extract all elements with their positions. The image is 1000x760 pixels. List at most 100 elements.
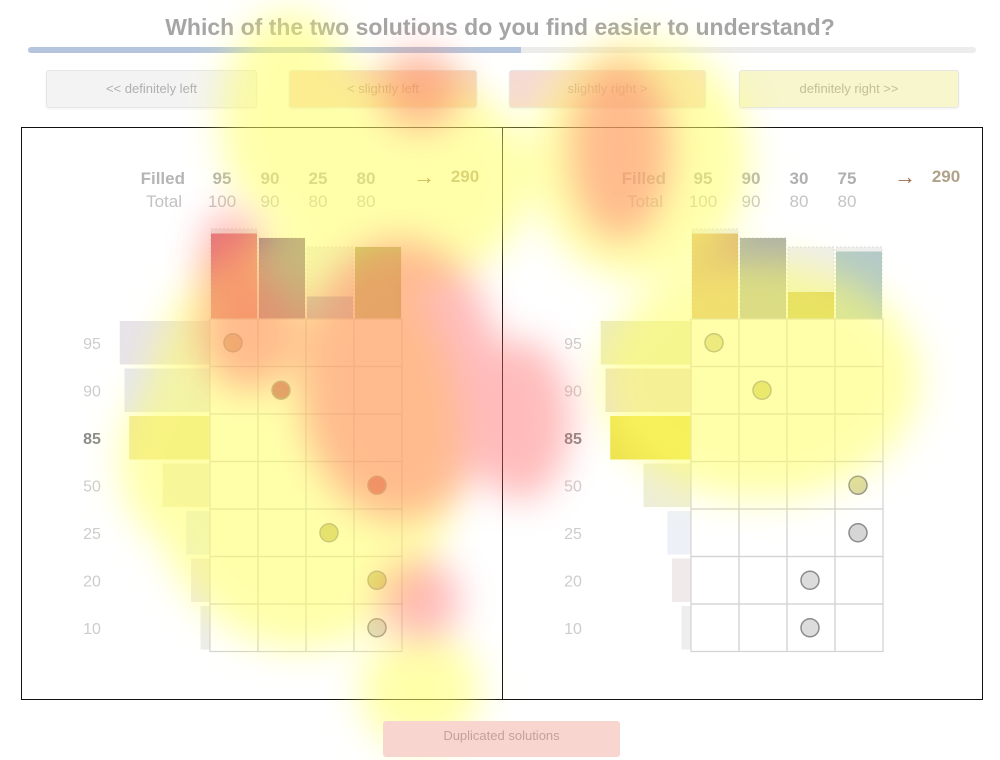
row-bar [605, 368, 691, 412]
grid-cell [209, 603, 259, 653]
row-label: 90 [564, 383, 582, 400]
assignment-dot [703, 333, 724, 353]
row-bar [671, 558, 691, 602]
column-total-value: 90 [261, 192, 280, 211]
result-value: 290 [451, 167, 479, 186]
grid-cell [737, 555, 788, 605]
row-label: 25 [564, 526, 582, 543]
filled-label: Filled [141, 169, 185, 188]
row-bar [162, 463, 210, 507]
column-total-value: 100 [688, 192, 716, 211]
row-label: 50 [564, 478, 582, 495]
column-total-value: 80 [789, 192, 808, 211]
definitely-left-button[interactable]: << definitely left [46, 70, 257, 108]
column-filled-value: 90 [741, 169, 760, 188]
grid-cell [785, 318, 836, 368]
grid-cell [689, 603, 740, 653]
grid-cell [305, 365, 355, 415]
column-filled-value: 30 [789, 169, 808, 188]
left-solution-chart: Filled Total 95 100 90 90 25 80 80 80 → 290 95 90 85 50… [83, 164, 479, 653]
column-fill-bar [259, 238, 305, 319]
assignment-dot [367, 618, 387, 638]
row-bar [643, 463, 691, 507]
grid-cell [305, 460, 355, 510]
grid-cell [305, 603, 355, 653]
grid-cell [689, 413, 740, 463]
row-label: 20 [564, 573, 582, 590]
slightly-right-button[interactable]: slightly right > [509, 70, 706, 108]
assignment-dot [751, 380, 772, 400]
grid-cell [257, 555, 307, 605]
row-label: 90 [83, 383, 101, 400]
grid-cell [785, 508, 836, 558]
right-solution-chart: Filled Total 95 100 90 90 30 80 75 80 → 290 95 90 85 50… [564, 164, 960, 653]
grid-cell [305, 318, 355, 368]
column-fill-bar [835, 251, 882, 319]
grid-cell [737, 603, 788, 653]
grid-cell [209, 413, 259, 463]
column-fill-bar [307, 296, 353, 319]
row-bar [681, 606, 691, 650]
column-fill-bar [739, 238, 786, 319]
column-fill-bar [691, 233, 738, 319]
row-label: 20 [83, 573, 101, 590]
grid-cell [785, 413, 836, 463]
grid-cell [209, 508, 259, 558]
total-label: Total [627, 192, 663, 211]
grid-cell [689, 555, 740, 605]
assignment-dot [367, 570, 387, 590]
row-label: 10 [564, 621, 582, 638]
row-label: 10 [83, 621, 101, 638]
row-label: 95 [564, 336, 582, 353]
grid-cell [833, 555, 884, 605]
grid-cell [689, 460, 740, 510]
grid-cell [833, 603, 884, 653]
column-filled-value: 95 [213, 169, 232, 188]
grid-cell [737, 508, 788, 558]
grid-cell [305, 555, 355, 605]
grid-cell [689, 508, 740, 558]
column-fill-bar [211, 233, 257, 319]
slightly-left-button[interactable]: < slightly left [289, 70, 477, 108]
row-label: 85 [83, 431, 101, 448]
column-filled-value: 95 [693, 169, 712, 188]
row-bar [609, 416, 691, 460]
assignment-dot [799, 570, 820, 590]
row-bar [600, 321, 691, 365]
row-bar [200, 606, 210, 650]
grid-cell [305, 413, 355, 463]
grid-cell [257, 460, 307, 510]
duplicated-solutions-button[interactable]: Duplicated solutions [383, 721, 620, 757]
grid-cell [737, 460, 788, 510]
column-total-value: 90 [741, 192, 760, 211]
column-filled-value: 90 [261, 169, 280, 188]
column-fill-bar [355, 247, 401, 319]
grid-cell [689, 365, 740, 415]
grid-cell [737, 318, 788, 368]
grid-cell [785, 365, 836, 415]
grid-cell [353, 318, 403, 368]
row-bar [666, 511, 691, 555]
arrow-icon: → [894, 164, 916, 189]
grid-cell [257, 603, 307, 653]
definitely-right-button[interactable]: definitely right >> [739, 70, 959, 108]
row-label: 95 [83, 336, 101, 353]
assignment-dot [847, 475, 868, 495]
grid-cell [257, 318, 307, 368]
column-filled-value: 80 [357, 169, 376, 188]
assignment-dot [271, 380, 291, 400]
total-label: Total [146, 192, 182, 211]
row-bar [191, 558, 210, 602]
right-solution-panel[interactable]: Filled Total 95 100 90 90 30 80 75 80 → 290 95 90 85 50… [501, 128, 983, 699]
grid-cell [833, 413, 884, 463]
grid-cell [209, 460, 259, 510]
assignment-dot [223, 333, 243, 353]
grid-cell [353, 508, 403, 558]
grid-cell [833, 365, 884, 415]
grid-cell [209, 365, 259, 415]
left-solution-panel[interactable]: Filled Total 95 100 90 90 25 80 80 80 → 290 95 90 85 50… [22, 128, 502, 699]
row-bar [129, 416, 210, 460]
row-bar [119, 321, 210, 365]
arrow-icon: → [413, 164, 435, 189]
grid-cell [737, 413, 788, 463]
